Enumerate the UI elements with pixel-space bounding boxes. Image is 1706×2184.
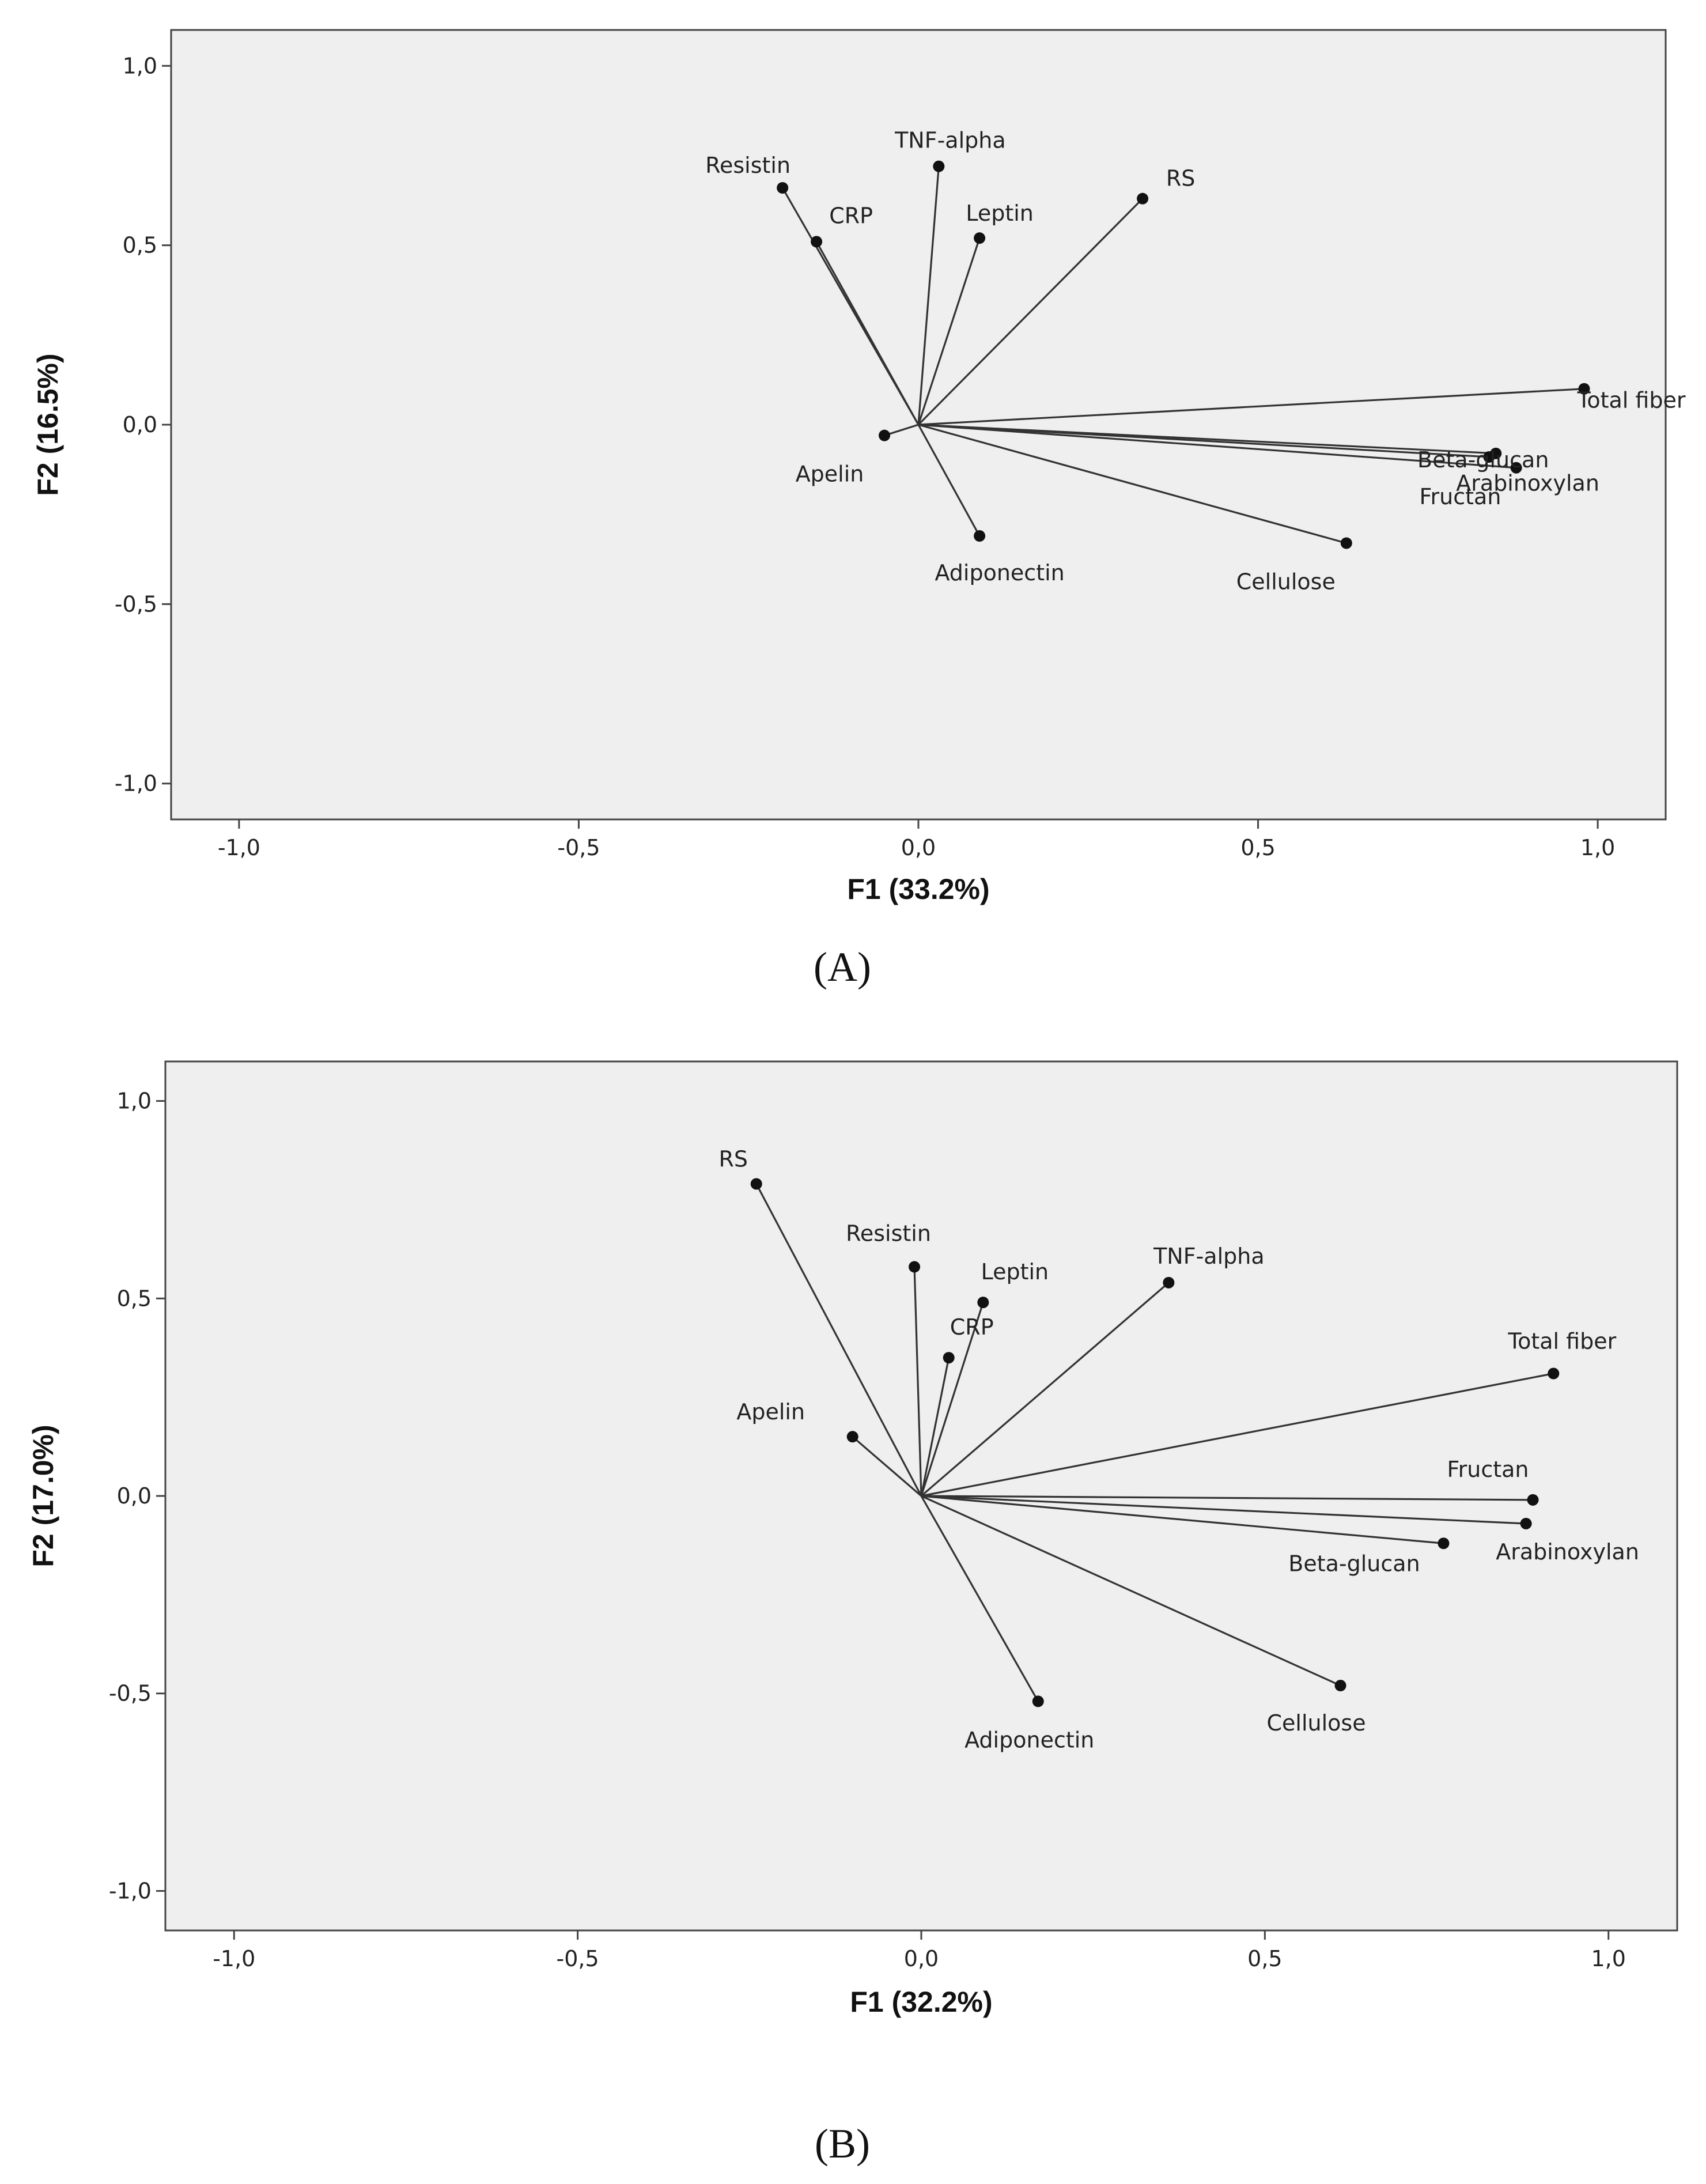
y-tick-label: 1,0	[123, 53, 157, 78]
point-tnf-alpha	[933, 160, 945, 172]
chart-panel-b: -1,0 -0,5 0,0 0,5 1,0 1,0 0,5 0,0 -0,5 -1,0 RS Res…	[27, 1060, 1678, 2167]
point-crp	[811, 236, 823, 248]
point-fructan	[1527, 1494, 1539, 1506]
x-tick-label: 0,5	[1247, 1946, 1282, 1971]
vector-arabinoxylan	[918, 424, 1516, 469]
vector-tnf-alpha	[917, 166, 940, 425]
label-tnf-alpha: TNF-alpha	[1153, 1244, 1265, 1269]
label-arabinoxylan: Arabinoxylan	[1496, 1539, 1639, 1565]
vector-apelin	[852, 1435, 922, 1497]
point-rs	[1137, 192, 1149, 205]
chart-panel-a: -1,0 -0,5 0,0 0,5 1,0 1,0 0,5 0,0 -0,5 -1,0 TNF-a…	[32, 29, 1686, 990]
y-tick-label: 1,0	[117, 1089, 152, 1114]
vector-rs	[755, 1183, 922, 1497]
label-arabinoxylan: Arabinoxylan	[1456, 471, 1599, 496]
vector-resistin	[913, 1267, 922, 1497]
point-adiponectin	[974, 530, 986, 542]
y-axis-title: F2 (16.5%)	[32, 353, 64, 496]
point-apelin	[879, 429, 891, 441]
label-crp: CRP	[950, 1314, 994, 1340]
x-tick-label: 0,0	[901, 835, 936, 860]
y-tick-label: -0,5	[115, 591, 157, 617]
vector-total-fiber	[918, 388, 1584, 426]
vector-rs	[917, 198, 1144, 426]
label-fructan: Fructan	[1447, 1457, 1529, 1482]
x-tick-label: -1,0	[218, 835, 260, 860]
vector-cellulose	[921, 1495, 1341, 1687]
x-tick-label: 0,5	[1240, 835, 1275, 860]
x-axis-title: F1 (33.2%)	[847, 873, 989, 905]
label-tnf-alpha: TNF-alpha	[894, 128, 1006, 153]
label-apelin: Apelin	[736, 1399, 805, 1424]
label-cellulose: Cellulose	[1267, 1710, 1366, 1736]
label-beta-glucan: Beta-glucan	[1417, 447, 1549, 473]
point-apelin	[846, 1431, 858, 1443]
y-tick-label: 0,5	[117, 1286, 152, 1311]
label-total-fiber: Total fiber	[1577, 388, 1686, 413]
vector-leptin	[920, 1302, 984, 1497]
point-fructan	[1483, 451, 1495, 463]
label-leptin: Leptin	[981, 1259, 1049, 1284]
label-fructan: Fructan	[1419, 484, 1501, 509]
vector-fructan	[918, 424, 1489, 458]
point-arabinoxylan	[1520, 1517, 1532, 1529]
point-total-fiber	[1548, 1367, 1560, 1380]
label-cellulose: Cellulose	[1236, 569, 1336, 595]
label-crp: CRP	[829, 203, 873, 228]
vector-apelin	[884, 424, 919, 437]
vector-total-fiber	[921, 1372, 1554, 1497]
y-tick-label: 0,0	[123, 412, 157, 437]
label-beta-glucan: Beta-glucan	[1288, 1551, 1420, 1576]
point-resistin	[909, 1261, 921, 1273]
x-tick-label: 1,0	[1580, 835, 1615, 860]
vector-leptin	[917, 237, 981, 425]
label-apelin: Apelin	[796, 462, 864, 487]
point-leptin	[974, 232, 986, 244]
panel-label: (B)	[815, 2121, 870, 2167]
point-cellulose	[1334, 1680, 1346, 1692]
x-axis-title: F1 (32.2%)	[850, 1986, 992, 2018]
point-resistin	[777, 182, 789, 194]
label-resistin: Resistin	[846, 1221, 931, 1246]
vector-arabinoxylan	[921, 1495, 1526, 1525]
label-total-fiber: Total fiber	[1507, 1329, 1616, 1354]
y-tick-label: -1,0	[115, 771, 157, 796]
vector-crp	[815, 241, 920, 425]
y-tick-label: 0,5	[123, 233, 157, 258]
vector-fructan	[921, 1495, 1533, 1501]
point-leptin	[977, 1297, 989, 1309]
y-tick-label: -0,5	[109, 1681, 152, 1706]
point-total-fiber	[1578, 383, 1590, 395]
point-cellulose	[1340, 537, 1352, 549]
point-crp	[943, 1352, 955, 1364]
x-tick-label: -0,5	[557, 1946, 599, 1971]
point-beta-glucan	[1438, 1537, 1450, 1550]
label-leptin: Leptin	[966, 201, 1034, 226]
vector-adiponectin	[917, 424, 981, 536]
x-tick-label: -1,0	[213, 1946, 255, 1971]
x-tick-label: -0,5	[557, 835, 600, 860]
label-adiponectin: Adiponectin	[935, 560, 1064, 585]
point-adiponectin	[1032, 1695, 1044, 1707]
label-adiponectin: Adiponectin	[964, 1727, 1094, 1752]
vector-cellulose	[918, 424, 1347, 545]
point-arabinoxylan	[1510, 462, 1522, 474]
point-tnf-alpha	[1163, 1276, 1175, 1289]
y-axis-title: F2 (17.0%)	[27, 1424, 59, 1567]
vector-crp	[920, 1357, 950, 1497]
y-tick-label: -1,0	[109, 1878, 152, 1903]
y-tick-label: 0,0	[117, 1483, 152, 1509]
point-rs	[750, 1178, 762, 1190]
vector-beta-glucan	[921, 1495, 1444, 1544]
vector-tnf-alpha	[920, 1282, 1170, 1497]
label-resistin: Resistin	[705, 153, 790, 178]
panel-label: (A)	[814, 944, 871, 990]
label-rs: RS	[718, 1146, 748, 1172]
x-tick-label: 1,0	[1591, 1946, 1626, 1971]
label-rs: RS	[1166, 166, 1196, 191]
x-tick-label: 0,0	[904, 1946, 939, 1971]
vector-adiponectin	[920, 1495, 1039, 1702]
